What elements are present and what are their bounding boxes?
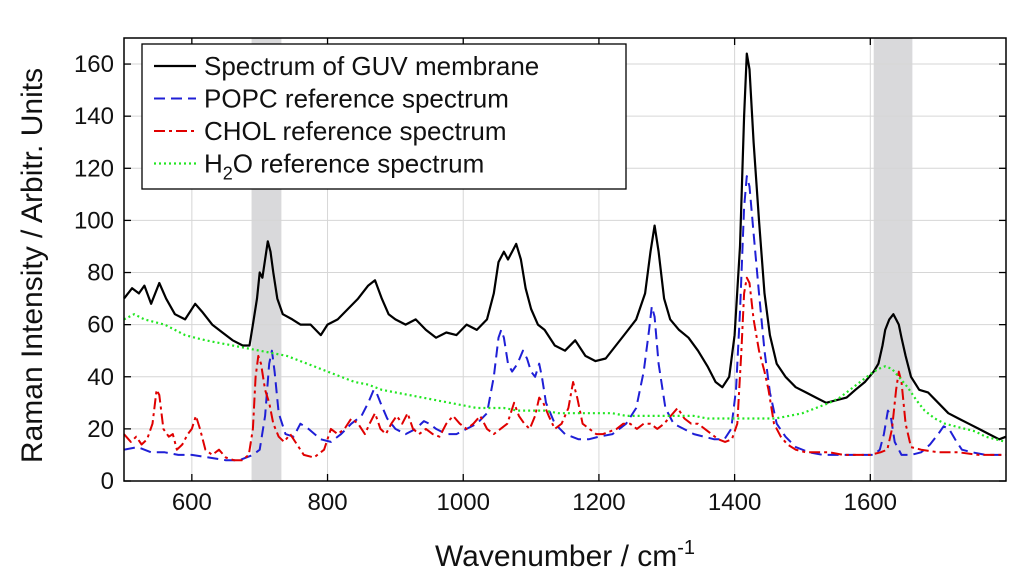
series-lines (123, 52, 1007, 462)
x-axis-title-text: Wavenumber / cm (435, 540, 677, 573)
plot-frame (123, 37, 1007, 482)
y-tick-labels: 0 20 40 60 80 100 120 140 160 (74, 51, 114, 495)
y-tick-label-40: 40 (87, 364, 114, 391)
x-tick-label-1400: 1400 (708, 489, 761, 516)
y-tick-label-160: 160 (74, 51, 114, 78)
axis-ticks (124, 38, 1006, 482)
x-tick-label-1600: 1600 (844, 489, 897, 516)
series-line-3 (123, 313, 1007, 443)
x-tick-label-600: 600 (172, 489, 212, 516)
y-tick-label-100: 100 (74, 207, 114, 234)
y-tick-label-80: 80 (87, 260, 114, 287)
y-axis-title: Raman Intensity / Arbitr. Units (16, 68, 49, 463)
legend-label-main: H (204, 149, 223, 179)
y-tick-label-60: 60 (87, 312, 114, 339)
legend-label-main: Spectrum of GUV membrane (204, 51, 539, 81)
series-line-0 (123, 52, 1007, 441)
x-axis-title: Wavenumber / cm-1 (435, 537, 695, 573)
x-tick-label-1200: 1200 (572, 489, 625, 516)
legend-label-3: H2O reference spectrum (204, 149, 484, 184)
x-tick-label-800: 800 (308, 489, 348, 516)
legend-label-2: CHOL reference spectrum (204, 116, 506, 146)
legend-label-sub: 2 (223, 164, 233, 184)
highlight-band-1 (873, 38, 913, 481)
y-tick-label-120: 120 (74, 155, 114, 182)
y-tick-label-20: 20 (87, 416, 114, 443)
y-tick-label-140: 140 (74, 103, 114, 130)
legend-label-0: Spectrum of GUV membrane (204, 51, 539, 81)
legend-label-tail: O reference spectrum (233, 149, 484, 179)
y-tick-label-0: 0 (101, 468, 114, 495)
x-axis-title-sup: -1 (677, 537, 695, 559)
legend-label-1: POPC reference spectrum (204, 84, 509, 114)
legend-label-main: CHOL reference spectrum (204, 116, 506, 146)
x-tick-labels: 600 800 1000 1200 1400 1600 (172, 489, 897, 516)
legend-box (141, 43, 627, 190)
x-tick-label-1000: 1000 (437, 489, 490, 516)
series-line-2 (123, 276, 1006, 462)
legend-label-main: POPC reference spectrum (204, 84, 509, 114)
